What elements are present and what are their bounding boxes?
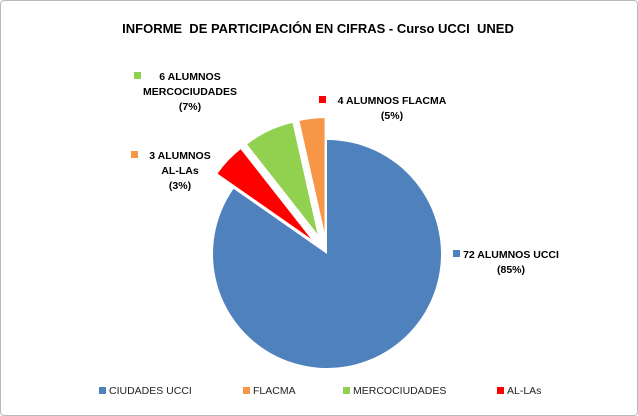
legend-label: AL-LAs bbox=[507, 385, 541, 397]
legend-label: CIUDADES UCCI bbox=[109, 385, 192, 397]
pie-slice-flacma bbox=[217, 149, 312, 239]
data-label: 4 ALUMNOS FLACMA (5%) bbox=[338, 95, 447, 122]
data-label-marker bbox=[319, 96, 326, 103]
pie-slice-mercociudades bbox=[247, 122, 318, 235]
legend-label: FLACMA bbox=[253, 385, 296, 397]
data-label-marker bbox=[453, 250, 460, 257]
legend-swatch bbox=[99, 387, 106, 394]
data-label: 3 ALUMNOS AL-LAs (3%) bbox=[149, 150, 210, 192]
chart-title: INFORME DE PARTICIPACIÓN EN CIFRAS - Cur… bbox=[122, 21, 514, 36]
legend-swatch bbox=[243, 387, 250, 394]
data-label: 6 ALUMNOS MERCOCIUDADES (7%) bbox=[143, 71, 237, 113]
pie-slice-al-las bbox=[299, 118, 325, 233]
data-label-marker bbox=[134, 72, 141, 79]
data-label-marker bbox=[131, 151, 138, 158]
legend-swatch bbox=[343, 387, 350, 394]
pie-slice-ciudades-ucci bbox=[213, 140, 442, 368]
legend-label: MERCOCIUDADES bbox=[353, 385, 446, 397]
legend-swatch bbox=[497, 387, 504, 394]
data-label: 72 ALUMNOS UCCI (85%) bbox=[463, 249, 559, 276]
